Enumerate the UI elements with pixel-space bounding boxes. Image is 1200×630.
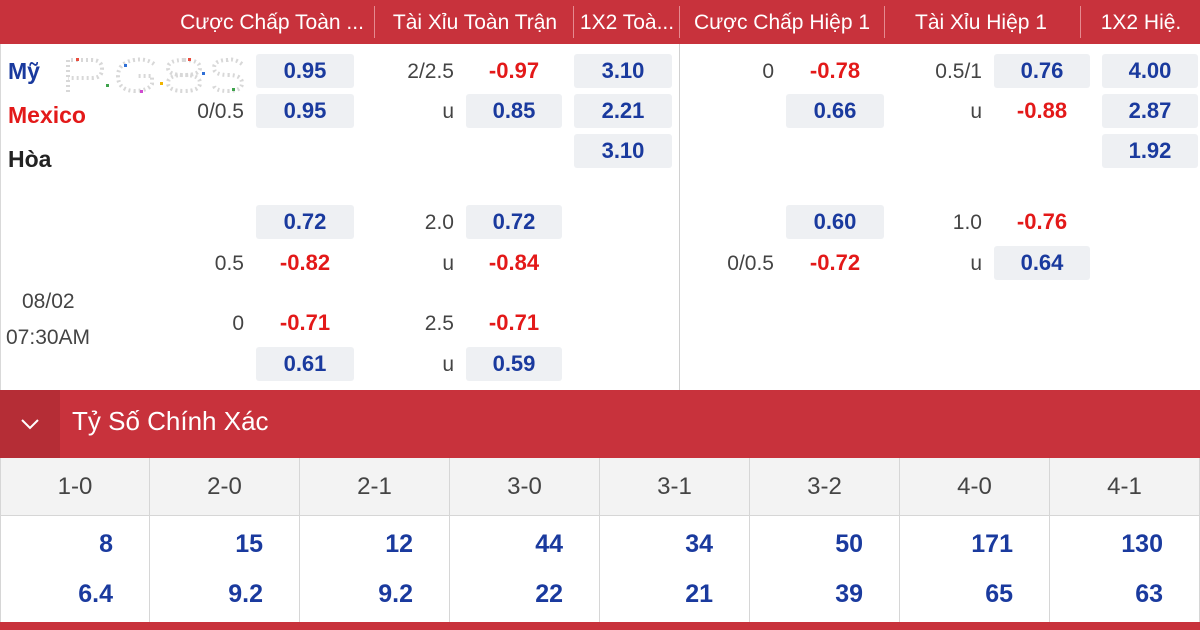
match-time: 07:30AM (6, 326, 91, 349)
odds-h1-under-alt1[interactable]: 0.64 (994, 246, 1090, 280)
odds-h1-1x2-home[interactable]: 4.00 (1102, 54, 1198, 88)
under-label: u (970, 252, 982, 275)
col-overunder-full[interactable]: Tài Xỉu Toàn Trận (392, 11, 558, 34)
h1-handicap-line-main: 0 (762, 60, 774, 83)
chevron-down-icon (21, 419, 39, 430)
team-away: Mexico (8, 102, 86, 128)
footer-bar (0, 622, 1200, 630)
score-odds-fulltime[interactable]: 44 (535, 530, 563, 558)
score-odds-column: 8 6.4 (0, 516, 150, 622)
score-header: 4-1 (1050, 458, 1200, 516)
score-odds-halftime[interactable]: 6.4 (78, 580, 113, 608)
odds-header: Cược Chấp Toàn ... Tài Xỉu Toàn Trận 1X2… (0, 0, 1200, 44)
header-divider (573, 6, 574, 38)
odds-under-alt1[interactable]: -0.84 (488, 250, 540, 275)
score-odds-column: 130 63 (1050, 516, 1200, 622)
odds-1x2-away[interactable]: 2.21 (574, 94, 672, 128)
handicap-line-alt2: 0 (232, 312, 244, 335)
odds-over-alt2[interactable]: -0.71 (488, 310, 540, 335)
ou-line-alt1: 2.0 (424, 211, 454, 234)
h1-ou-line-main: 0.5/1 (935, 60, 982, 83)
odds-under[interactable]: 0.85 (466, 94, 562, 128)
watermark-logo (66, 57, 245, 94)
odds-handicap-home[interactable]: 0.95 (256, 54, 354, 88)
odds-table (0, 44, 1200, 390)
score-odds-fulltime[interactable]: 8 (99, 530, 113, 558)
section-title: Tỷ Số Chính Xác (72, 406, 269, 436)
match-date: 08/02 (22, 290, 75, 313)
under-label: u (442, 252, 454, 275)
odds-handicap-alt1-home[interactable]: 0.72 (256, 205, 354, 239)
score-header: 4-0 (900, 458, 1050, 516)
score-odds-halftime[interactable]: 39 (835, 580, 863, 608)
score-odds-fulltime[interactable]: 130 (1121, 530, 1163, 558)
score-header: 2-0 (150, 458, 300, 516)
score-header: 3-2 (750, 458, 900, 516)
header-divider (679, 6, 680, 38)
handicap-line-main: 0/0.5 (197, 100, 244, 123)
odds-handicap-alt2-away[interactable]: 0.61 (256, 347, 354, 381)
col-handicap-h1[interactable]: Cược Chấp Hiệp 1 (693, 11, 871, 34)
team-draw: Hòa (8, 146, 52, 172)
score-odds-halftime[interactable]: 21 (685, 580, 713, 608)
score-odds-fulltime[interactable]: 34 (685, 530, 713, 558)
score-odds-column: 15 9.2 (150, 516, 300, 622)
odds-handicap-alt2-home[interactable]: -0.71 (279, 310, 331, 335)
odds-handicap-away[interactable]: 0.95 (256, 94, 354, 128)
odds-h1-1x2-away[interactable]: 2.87 (1102, 94, 1198, 128)
score-odds-halftime[interactable]: 65 (985, 580, 1013, 608)
score-odds-fulltime[interactable]: 15 (235, 530, 263, 558)
odds-h1-under[interactable]: -0.88 (1016, 98, 1068, 123)
odds-under-alt2[interactable]: 0.59 (466, 347, 562, 381)
score-odds-column: 12 9.2 (300, 516, 450, 622)
score-odds-column: 34 21 (600, 516, 750, 622)
under-label: u (442, 100, 454, 123)
score-odds-halftime[interactable]: 22 (535, 580, 563, 608)
header-divider (374, 6, 375, 38)
score-header: 1-0 (0, 458, 150, 516)
score-odds-halftime[interactable]: 9.2 (378, 580, 413, 608)
score-odds-halftime[interactable]: 63 (1135, 580, 1163, 608)
odds-handicap-alt1-away[interactable]: -0.82 (279, 250, 331, 275)
handicap-line-alt1: 0.5 (214, 252, 244, 275)
odds-over-alt1[interactable]: 0.72 (466, 205, 562, 239)
header-divider (884, 6, 885, 38)
correct-score-section-header[interactable]: Tỷ Số Chính Xác (0, 390, 1200, 458)
under-label: u (442, 353, 454, 376)
odds-h1-handicap-alt1-home[interactable]: 0.60 (786, 205, 884, 239)
odds-h1-handicap-home[interactable]: -0.78 (809, 58, 861, 83)
score-odds-fulltime[interactable]: 171 (971, 530, 1013, 558)
col-overunder-h1[interactable]: Tài Xỉu Hiệp 1 (915, 11, 1047, 34)
ou-line-alt2: 2.5 (424, 312, 454, 335)
odds-1x2-home[interactable]: 3.10 (574, 54, 672, 88)
odds-h1-handicap-away[interactable]: 0.66 (786, 94, 884, 128)
odds-h1-over[interactable]: 0.76 (994, 54, 1090, 88)
score-header: 3-1 (600, 458, 750, 516)
score-odds-halftime[interactable]: 9.2 (228, 580, 263, 608)
odds-h1-1x2-draw[interactable]: 1.92 (1102, 134, 1198, 168)
odds-1x2-draw[interactable]: 3.10 (574, 134, 672, 168)
score-odds-fulltime[interactable]: 12 (385, 530, 413, 558)
score-header: 3-0 (450, 458, 600, 516)
col-1x2-h1[interactable]: 1X2 Hiệ. (1100, 11, 1182, 34)
odds-h1-handicap-alt1-away[interactable]: -0.72 (809, 250, 861, 275)
score-header: 2-1 (300, 458, 450, 516)
team-home: Mỹ (8, 58, 40, 84)
h1-ou-line-alt1: 1.0 (952, 211, 982, 234)
col-1x2-full[interactable]: 1X2 Toà... (579, 11, 675, 34)
odds-h1-over-alt1[interactable]: -0.76 (1016, 209, 1068, 234)
half-divider (679, 44, 680, 390)
score-odds-column: 50 39 (750, 516, 900, 622)
col-handicap-full[interactable]: Cược Chấp Toàn ... (180, 11, 364, 34)
ou-line-main: 2/2.5 (407, 60, 454, 83)
score-odds-fulltime[interactable]: 50 (835, 530, 863, 558)
score-odds-column: 44 22 (450, 516, 600, 622)
header-divider (1080, 6, 1081, 38)
score-odds-column: 171 65 (900, 516, 1050, 622)
odds-over[interactable]: -0.97 (488, 58, 540, 83)
h1-handicap-line-alt1: 0/0.5 (727, 252, 774, 275)
collapse-toggle[interactable] (0, 390, 60, 458)
under-label: u (970, 100, 982, 123)
